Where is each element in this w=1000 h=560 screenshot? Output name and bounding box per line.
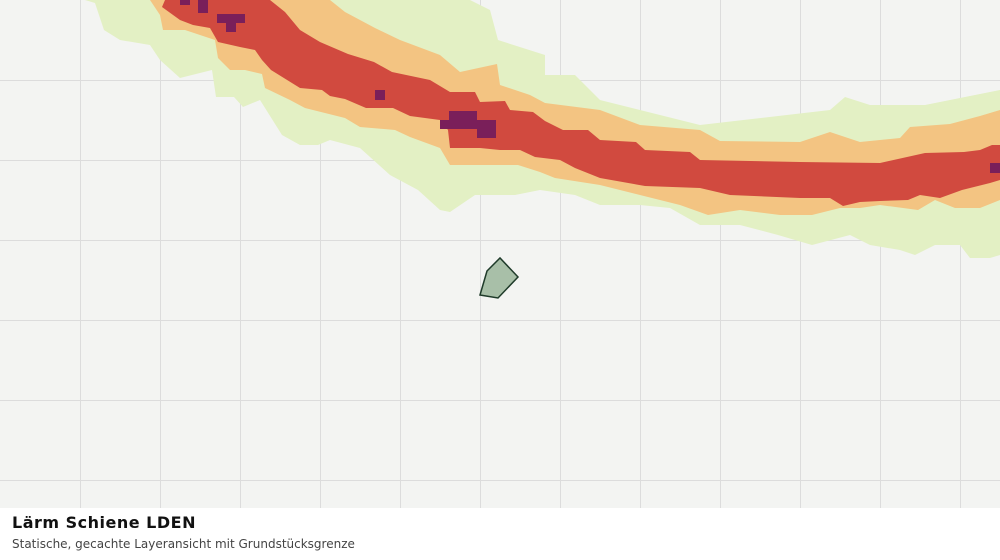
noise-band-high [162, 0, 1000, 206]
map [0, 0, 1000, 508]
map-title: Lärm Schiene LDEN [12, 513, 196, 532]
parcel-boundary [479, 256, 520, 299]
map-subtitle: Statische, gecachte Layeransicht mit Gru… [12, 537, 355, 551]
noise-band-very-high [180, 0, 1000, 173]
noise-band-medium [150, 0, 1000, 215]
caption: Lärm Schiene LDEN Statische, gecachte La… [0, 508, 1000, 560]
